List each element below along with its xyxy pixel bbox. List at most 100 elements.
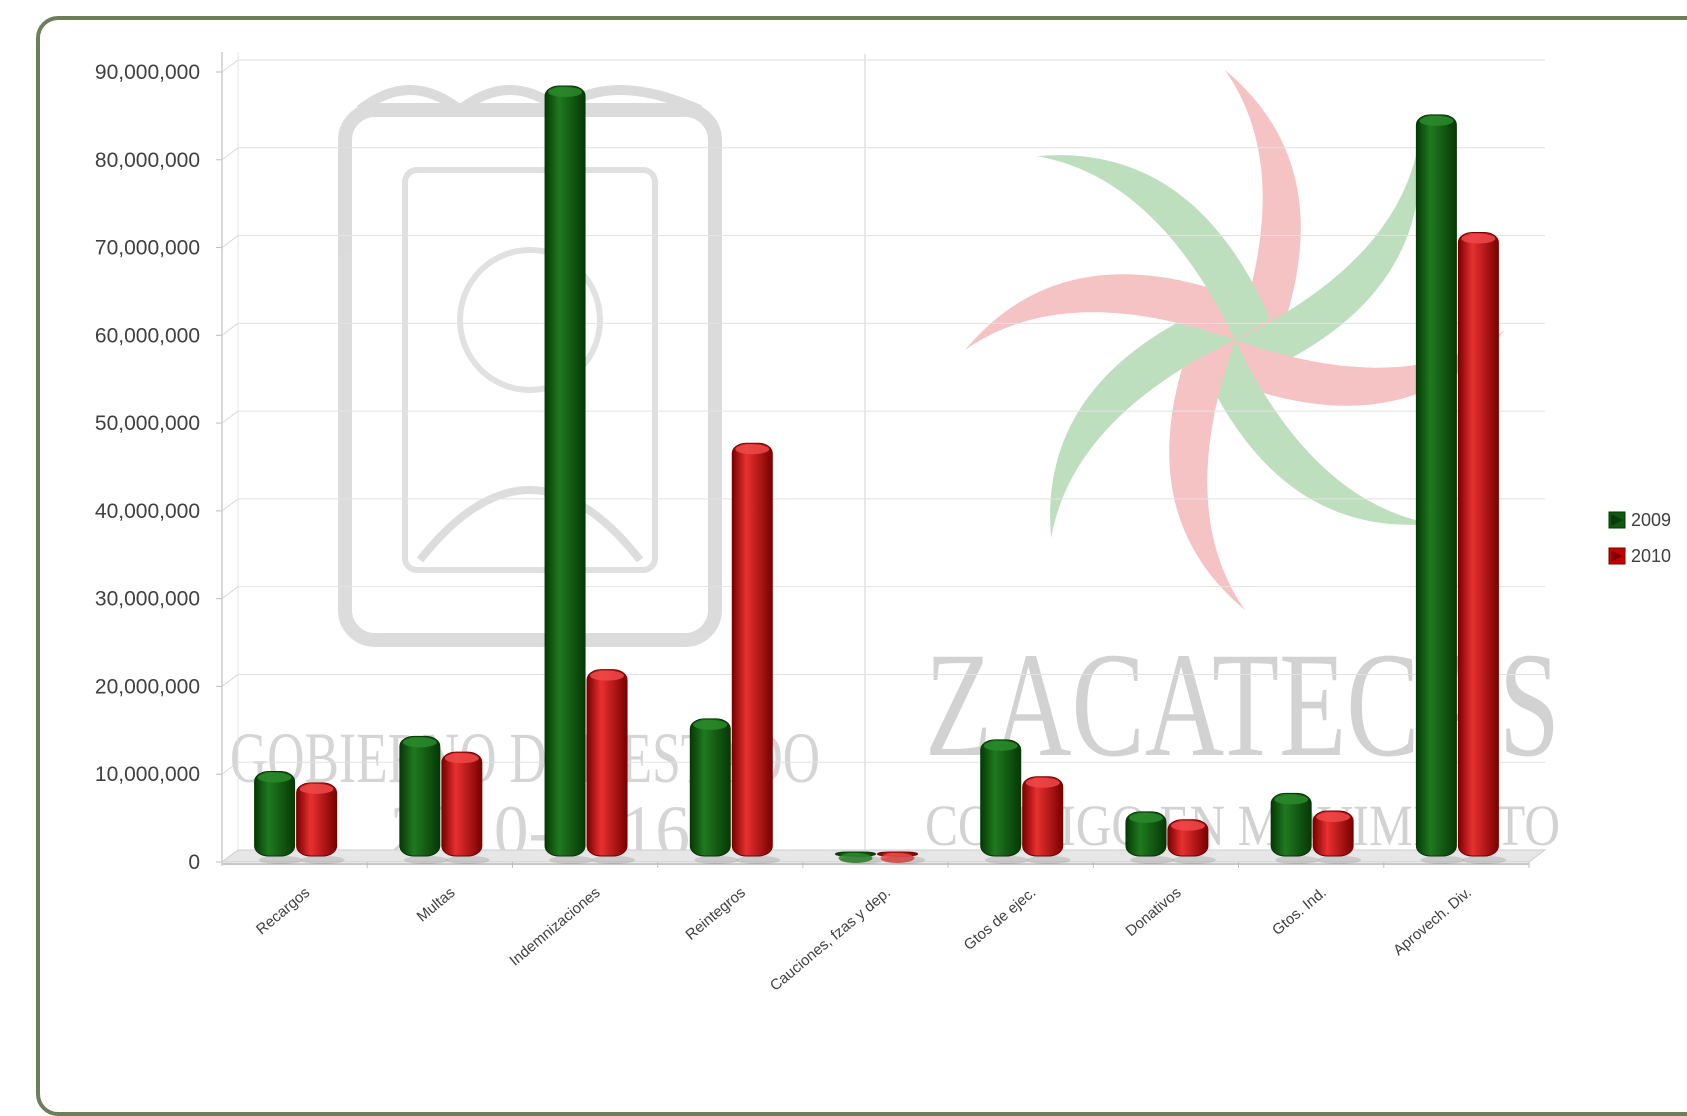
bar-shadow [591, 856, 636, 864]
x-tick-label: Aprovech. Div. [1390, 884, 1475, 959]
bars [254, 85, 1507, 864]
legend-swatch-shade [1611, 514, 1623, 526]
bar-shadow [300, 856, 345, 864]
gridline-depth [221, 674, 239, 687]
gridline-depth [221, 59, 239, 73]
chart-svg: GOBIERNO DEL ESTADO2010-2016ZACATECASCON… [95, 52, 1671, 995]
legend-label: 2010 [1631, 546, 1671, 566]
y-tick-label: 20,000,000 [95, 675, 200, 698]
bar [544, 85, 594, 864]
gridline-depth [221, 410, 239, 424]
gridline-depth [221, 761, 239, 775]
bar-cap [402, 737, 437, 748]
bar-shadow [881, 856, 926, 864]
bar [254, 770, 303, 864]
bar [731, 442, 781, 864]
bar-cap [983, 740, 1018, 751]
y-tick-label: 60,000,000 [95, 324, 200, 347]
y-tick-label: 30,000,000 [95, 588, 200, 611]
bar-cap [1419, 115, 1454, 126]
bar-body [689, 718, 731, 857]
bar-shadow [1420, 856, 1465, 864]
legend-label: 2009 [1631, 510, 1671, 530]
x-tick-label: Recargos [253, 884, 313, 938]
bar-shadow [1317, 856, 1362, 864]
bar-shadow [1171, 856, 1216, 864]
y-tick-label: 80,000,000 [95, 149, 200, 172]
bar-cap [1128, 812, 1163, 823]
bar-cap [1316, 811, 1351, 822]
bar [586, 669, 636, 864]
legend-item: 2009 [1608, 510, 1671, 530]
bar-body [1125, 811, 1167, 857]
gridline-depth [221, 235, 239, 248]
x-tick-label: Gtos. Ind. [1269, 884, 1330, 939]
bar-cap [838, 853, 873, 863]
legend-swatch-shade [1611, 550, 1623, 562]
legend-swatch [1608, 547, 1626, 565]
x-tick-label: Donativos [1122, 884, 1184, 940]
bar-shadow [694, 856, 739, 864]
bar [689, 718, 739, 864]
x-axis: Recargos Multas Indemnizaciones Reintegros C… [253, 862, 1530, 995]
bar-cap [1274, 794, 1309, 805]
y-tick-label: 40,000,000 [95, 500, 200, 523]
bar-shadow [736, 856, 781, 864]
gridline-depth [221, 147, 239, 161]
y-tick-label: 50,000,000 [95, 412, 200, 435]
bar-shadow [1275, 856, 1320, 864]
x-tick-label: Multas [414, 884, 459, 925]
bar-shadow [1462, 856, 1507, 864]
bar-shadow [839, 856, 884, 864]
bar [441, 751, 490, 864]
gridline-depth [221, 586, 239, 600]
chart-frame [36, 16, 1687, 1116]
bar-body [1270, 792, 1312, 857]
bar-body [1415, 114, 1457, 857]
bar-shadow [403, 856, 448, 864]
y-tick-label: 0 [188, 851, 200, 874]
bar-body [296, 782, 338, 857]
bar-cap [880, 853, 915, 863]
bar-cap [693, 719, 728, 730]
bar [1022, 776, 1071, 864]
bar-body [399, 735, 441, 857]
bar-cap [299, 783, 334, 794]
x-tick-label: Gtos de ejec. [961, 884, 1040, 954]
bar-shadow [1129, 856, 1174, 864]
y-axis: 0 10,000,000 20,000,000 30,000,000 40,000,00… [95, 61, 222, 874]
bar-cap [1170, 820, 1205, 831]
bar-cap [1461, 233, 1496, 244]
bar [1125, 811, 1174, 864]
bar-shadow [258, 856, 303, 864]
bar-cap [548, 86, 583, 97]
bar-shadow [1026, 856, 1071, 864]
y-tick-label: 90,000,000 [95, 61, 200, 84]
bar [877, 851, 926, 864]
bar [1312, 810, 1362, 864]
bar-body [1457, 232, 1499, 857]
legend: 2009 2010 [1608, 510, 1671, 566]
bar [835, 851, 884, 864]
bar [1270, 792, 1320, 864]
bar-body [980, 739, 1022, 857]
x-tick-label: Cauciones, fzas y dep. [767, 884, 894, 995]
bar-shadow [445, 856, 490, 864]
bar [980, 739, 1029, 864]
bar-body [544, 85, 586, 857]
bar-body [1312, 810, 1354, 857]
bar-shadow [549, 856, 594, 864]
bar-body [254, 770, 296, 857]
gridline-depth [221, 322, 239, 336]
x-tick-label: Indemnizaciones [506, 884, 603, 969]
y-tick-label: 70,000,000 [95, 237, 200, 260]
bar-cap [735, 444, 770, 455]
bar [1415, 114, 1465, 864]
bar-cap [444, 753, 479, 764]
bar-body [441, 751, 483, 857]
bar-body [731, 442, 773, 857]
bar-body [1022, 776, 1064, 857]
crest-watermark [338, 85, 722, 647]
pinwheel-watermark [965, 70, 1505, 610]
y-tick-label: 10,000,000 [95, 763, 200, 786]
